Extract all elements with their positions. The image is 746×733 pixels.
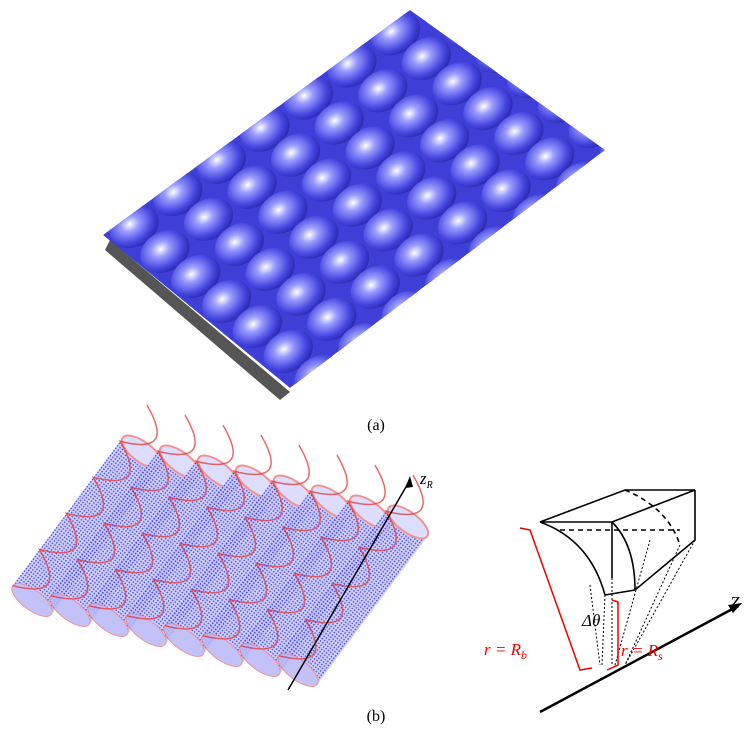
surface-bump [432,61,482,106]
surface-bump [307,297,357,341]
arrow-head [405,476,413,488]
surface-bump [270,133,321,177]
surface-bump [419,119,470,163]
surface-bump [245,247,295,291]
surface-bump [376,151,426,195]
inner-radius-label: r = Rs [621,641,663,663]
cylinder-end [239,643,281,677]
surface-shadow [105,240,290,400]
surface-bump [494,111,544,156]
bracket [606,599,619,671]
cylinder-body [278,507,428,685]
surface-bump [437,201,488,245]
surface-bump [388,94,439,138]
surface-bump [214,222,264,266]
caption: (a) [367,417,385,434]
surface-bump [289,215,339,259]
surface-bump [314,101,364,145]
cylinder [163,444,316,657]
surface-bump [319,240,370,284]
cylinder [11,404,164,617]
surface-bump [301,158,352,202]
surface-bump [450,144,500,188]
cylinder-body [88,457,238,635]
surface-bump [258,190,308,234]
helix [50,414,196,600]
cylinder-end [125,613,167,647]
surface-bump [407,176,457,220]
surface-bump [524,136,575,181]
arrow-head [728,603,742,613]
axis-label: zR [419,469,433,491]
bracket [519,527,593,671]
cylinder-body [50,447,200,625]
surface-bump [263,329,313,374]
helix [240,464,386,650]
surface-bump [401,36,451,81]
surface-bump [463,86,513,131]
surface-bump [332,183,382,227]
cylinder-end [201,633,243,667]
surface-bump [183,197,234,241]
label-main: z [419,469,427,488]
surface-bump [363,208,413,252]
cylinder [201,454,354,667]
helix [202,454,348,640]
surface-bump [227,165,277,209]
surface-bump [481,169,531,213]
label-sub: s [658,649,663,663]
cylinder-end [49,593,91,627]
surface-bump [232,304,283,349]
surface-plot [103,10,605,400]
surface-bump [201,279,252,324]
caption: (b) [367,708,386,725]
cylinder-body [164,477,314,655]
helix [12,404,158,590]
label-main: r = R [621,641,659,660]
cylinder-body [126,467,276,645]
helix [88,424,234,610]
z-axis [539,604,739,714]
label-main: r = R [484,640,522,659]
angle-label: Δθ [581,611,600,630]
cylinder-body [202,487,352,665]
projection-lines [589,539,696,666]
surface-bump [140,229,190,274]
label-sub: b [521,648,527,662]
label-sub: R [426,480,433,491]
surface-bump [171,254,221,299]
surface-bump [599,129,605,174]
outer-radius-label: r = Rb [484,640,527,662]
cylinder-end [11,583,53,617]
surface-bump [350,265,400,309]
helix [278,474,424,660]
cylinder-end [87,603,129,637]
surface-bump [394,233,444,277]
cylinder-end [163,623,205,657]
sector-box [539,489,696,596]
cylinder-array [11,404,430,687]
axis-line [287,479,411,691]
surface-bump [345,126,395,170]
surface-bump [276,272,326,316]
axis-label: Z [730,593,740,612]
helix [164,444,310,630]
helix [126,434,272,620]
cylinder-body [240,497,390,675]
surface-bump [358,69,408,113]
cylinder-body [12,437,162,615]
